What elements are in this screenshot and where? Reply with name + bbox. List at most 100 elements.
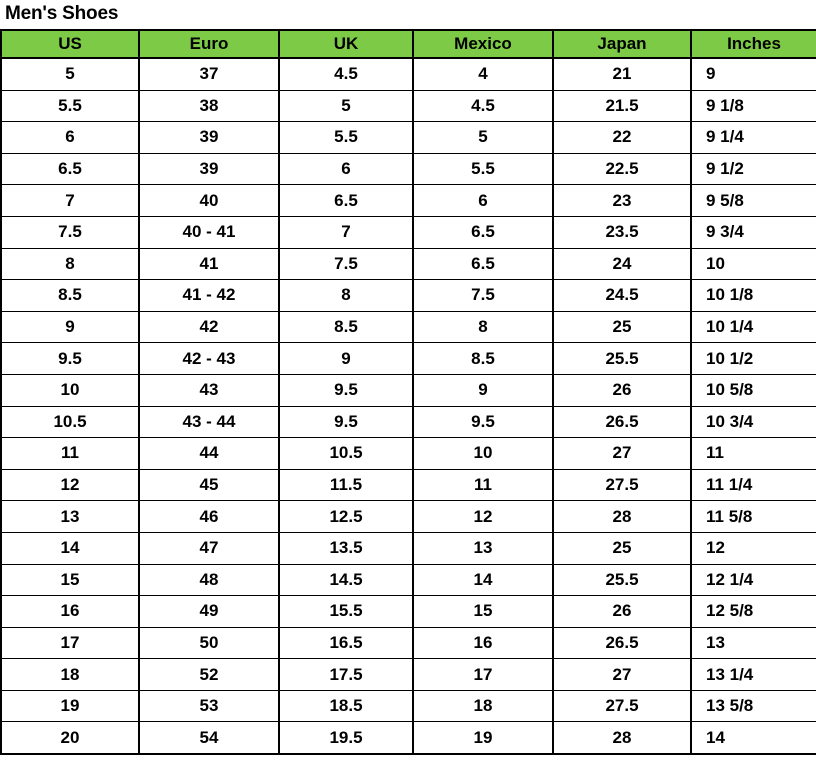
cell-uk: 15.5 bbox=[278, 595, 414, 628]
cell-euro: 53 bbox=[138, 689, 280, 723]
cell-us: 15 bbox=[0, 563, 140, 597]
table-row: 12 45 11.5 11 27.5 11 1/4 bbox=[0, 468, 816, 502]
cell-us: 9 bbox=[0, 310, 140, 344]
cell-japan: 25 bbox=[552, 310, 692, 344]
cell-mexico: 12 bbox=[412, 500, 554, 533]
cell-inches: 12 1/4 bbox=[690, 563, 816, 597]
cell-us: 8.5 bbox=[0, 279, 140, 312]
cell-japan: 25 bbox=[552, 531, 692, 565]
cell-japan: 25.5 bbox=[552, 342, 692, 375]
column-header-japan: Japan bbox=[552, 29, 692, 59]
table-row: 20 54 19.5 19 28 14 bbox=[0, 721, 816, 756]
table-row: 7 40 6.5 6 23 9 5/8 bbox=[0, 184, 816, 217]
cell-mexico: 11 bbox=[412, 468, 554, 502]
cell-us: 6 bbox=[0, 121, 140, 154]
cell-japan: 26.5 bbox=[552, 626, 692, 660]
cell-us: 5.5 bbox=[0, 89, 140, 123]
cell-euro: 37 bbox=[138, 56, 280, 91]
cell-us: 9.5 bbox=[0, 342, 140, 375]
cell-euro: 40 bbox=[138, 184, 280, 217]
table-body: 5 37 4.5 4 21 9 5.5 38 5 4.5 21.5 9 1/8 6 39 5.5 5 22 9 1… bbox=[0, 56, 816, 756]
cell-euro: 54 bbox=[138, 721, 280, 756]
cell-japan: 24.5 bbox=[552, 279, 692, 312]
cell-euro: 45 bbox=[138, 468, 280, 502]
cell-japan: 27 bbox=[552, 437, 692, 470]
cell-japan: 28 bbox=[552, 500, 692, 533]
shoe-size-table: US Euro UK Mexico Japan Inches 5 37 4.5 4 21… bbox=[0, 29, 816, 756]
cell-us: 14 bbox=[0, 531, 140, 565]
cell-inches: 9 3/4 bbox=[690, 215, 816, 249]
table-row: 8.5 41 - 42 8 7.5 24.5 10 1/8 bbox=[0, 279, 816, 312]
cell-uk: 9 bbox=[278, 342, 414, 375]
cell-mexico: 7.5 bbox=[412, 279, 554, 312]
cell-inches: 10 3/4 bbox=[690, 405, 816, 439]
cell-inches: 13 5/8 bbox=[690, 689, 816, 723]
cell-mexico: 9.5 bbox=[412, 405, 554, 439]
cell-mexico: 18 bbox=[412, 689, 554, 723]
table-row: 5.5 38 5 4.5 21.5 9 1/8 bbox=[0, 89, 816, 123]
table-row: 7.5 40 - 41 7 6.5 23.5 9 3/4 bbox=[0, 215, 816, 249]
cell-us: 13 bbox=[0, 500, 140, 533]
cell-japan: 22 bbox=[552, 121, 692, 154]
cell-japan: 26.5 bbox=[552, 405, 692, 439]
cell-uk: 5 bbox=[278, 89, 414, 123]
cell-mexico: 15 bbox=[412, 595, 554, 628]
table-row: 6 39 5.5 5 22 9 1/4 bbox=[0, 121, 816, 154]
cell-japan: 24 bbox=[552, 247, 692, 281]
cell-inches: 10 bbox=[690, 247, 816, 281]
cell-inches: 14 bbox=[690, 721, 816, 756]
cell-mexico: 13 bbox=[412, 531, 554, 565]
cell-inches: 9 5/8 bbox=[690, 184, 816, 217]
cell-uk: 8.5 bbox=[278, 310, 414, 344]
cell-japan: 26 bbox=[552, 595, 692, 628]
table-row: 6.5 39 6 5.5 22.5 9 1/2 bbox=[0, 152, 816, 186]
cell-japan: 23 bbox=[552, 184, 692, 217]
table-row: 11 44 10.5 10 27 11 bbox=[0, 437, 816, 470]
cell-uk: 6 bbox=[278, 152, 414, 186]
cell-japan: 28 bbox=[552, 721, 692, 756]
cell-euro: 43 - 44 bbox=[138, 405, 280, 439]
cell-us: 7.5 bbox=[0, 215, 140, 249]
cell-uk: 11.5 bbox=[278, 468, 414, 502]
cell-euro: 49 bbox=[138, 595, 280, 628]
column-header-mexico: Mexico bbox=[412, 29, 554, 59]
cell-inches: 10 1/4 bbox=[690, 310, 816, 344]
cell-uk: 5.5 bbox=[278, 121, 414, 154]
cell-us: 10.5 bbox=[0, 405, 140, 439]
cell-uk: 7.5 bbox=[278, 247, 414, 281]
cell-japan: 27 bbox=[552, 658, 692, 691]
table-row: 5 37 4.5 4 21 9 bbox=[0, 56, 816, 91]
cell-mexico: 9 bbox=[412, 373, 554, 407]
table-row: 14 47 13.5 13 25 12 bbox=[0, 531, 816, 565]
cell-mexico: 16 bbox=[412, 626, 554, 660]
cell-euro: 50 bbox=[138, 626, 280, 660]
table-header: US Euro UK Mexico Japan Inches bbox=[0, 29, 816, 59]
cell-euro: 39 bbox=[138, 121, 280, 154]
table-row: 16 49 15.5 15 26 12 5/8 bbox=[0, 595, 816, 628]
cell-uk: 18.5 bbox=[278, 689, 414, 723]
cell-euro: 48 bbox=[138, 563, 280, 597]
cell-mexico: 5 bbox=[412, 121, 554, 154]
cell-mexico: 10 bbox=[412, 437, 554, 470]
cell-us: 10 bbox=[0, 373, 140, 407]
table-row: 10 43 9.5 9 26 10 5/8 bbox=[0, 373, 816, 407]
cell-us: 8 bbox=[0, 247, 140, 281]
column-header-us: US bbox=[0, 29, 140, 59]
cell-us: 18 bbox=[0, 658, 140, 691]
cell-uk: 19.5 bbox=[278, 721, 414, 756]
table-row: 8 41 7.5 6.5 24 10 bbox=[0, 247, 816, 281]
cell-japan: 21.5 bbox=[552, 89, 692, 123]
cell-mexico: 4 bbox=[412, 56, 554, 91]
cell-japan: 27.5 bbox=[552, 689, 692, 723]
cell-euro: 47 bbox=[138, 531, 280, 565]
table-row: 9.5 42 - 43 9 8.5 25.5 10 1/2 bbox=[0, 342, 816, 375]
table-row: 13 46 12.5 12 28 11 5/8 bbox=[0, 500, 816, 533]
cell-us: 7 bbox=[0, 184, 140, 217]
cell-uk: 10.5 bbox=[278, 437, 414, 470]
cell-mexico: 17 bbox=[412, 658, 554, 691]
cell-mexico: 8.5 bbox=[412, 342, 554, 375]
cell-uk: 8 bbox=[278, 279, 414, 312]
cell-uk: 17.5 bbox=[278, 658, 414, 691]
cell-japan: 23.5 bbox=[552, 215, 692, 249]
